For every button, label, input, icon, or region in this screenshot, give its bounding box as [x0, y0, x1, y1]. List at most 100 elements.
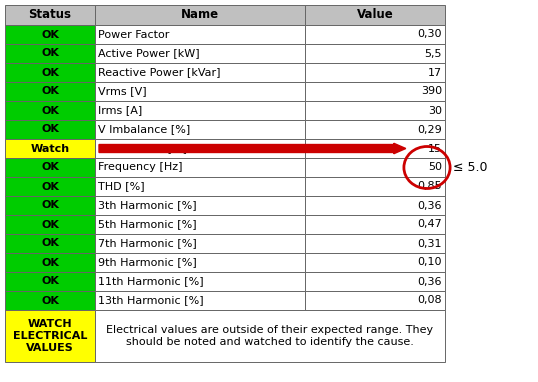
Text: Electrical values are outside of their expected range. They
should be noted and : Electrical values are outside of their e…: [107, 325, 434, 347]
Bar: [5, 158, 95, 177]
Bar: [305, 291, 445, 310]
Text: 11th Harmonic [%]: 11th Harmonic [%]: [98, 277, 203, 286]
Text: 0,30: 0,30: [417, 29, 442, 39]
Text: ≤ 5.0: ≤ 5.0: [453, 161, 487, 174]
Text: OK: OK: [41, 296, 59, 306]
Bar: [5, 139, 95, 158]
Text: OK: OK: [41, 181, 59, 191]
Bar: [95, 63, 305, 82]
Bar: [95, 25, 305, 44]
Bar: [5, 44, 95, 63]
Bar: [95, 310, 445, 362]
Bar: [5, 63, 95, 82]
Bar: [95, 44, 305, 63]
Text: OK: OK: [41, 86, 59, 97]
Bar: [95, 291, 305, 310]
Text: 9th Harmonic [%]: 9th Harmonic [%]: [98, 257, 197, 267]
Bar: [95, 253, 305, 272]
Text: OK: OK: [41, 49, 59, 58]
Bar: [95, 120, 305, 139]
Bar: [305, 177, 445, 196]
Bar: [305, 25, 445, 44]
Text: 0,36: 0,36: [417, 201, 442, 210]
Text: Active Power [kW]: Active Power [kW]: [98, 49, 200, 58]
Bar: [5, 177, 95, 196]
Text: 0,31: 0,31: [417, 238, 442, 249]
Text: 30: 30: [428, 105, 442, 115]
Bar: [95, 82, 305, 101]
Bar: [5, 291, 95, 310]
Text: Watch: Watch: [31, 144, 69, 154]
Bar: [305, 272, 445, 291]
Bar: [305, 5, 445, 25]
Text: 0,36: 0,36: [417, 277, 442, 286]
Text: 50: 50: [428, 162, 442, 173]
Text: OK: OK: [41, 277, 59, 286]
Bar: [5, 5, 95, 25]
Bar: [305, 253, 445, 272]
Text: V Imbalance [%]: V Imbalance [%]: [98, 125, 190, 134]
Bar: [95, 196, 305, 215]
Text: 17: 17: [428, 68, 442, 78]
Bar: [5, 272, 95, 291]
Text: 0,10: 0,10: [417, 257, 442, 267]
Bar: [5, 196, 95, 215]
Bar: [5, 310, 95, 362]
Text: Frequency [Hz]: Frequency [Hz]: [98, 162, 182, 173]
Text: OK: OK: [41, 238, 59, 249]
Text: 0,47: 0,47: [417, 220, 442, 230]
Text: 5th Harmonic [%]: 5th Harmonic [%]: [98, 220, 196, 230]
Bar: [305, 82, 445, 101]
Bar: [305, 101, 445, 120]
Bar: [95, 272, 305, 291]
Bar: [305, 215, 445, 234]
Bar: [305, 158, 445, 177]
Text: Vrms [V]: Vrms [V]: [98, 86, 147, 97]
Text: I Unbalance [%]: I Unbalance [%]: [98, 144, 187, 154]
Bar: [5, 215, 95, 234]
Text: 7th Harmonic [%]: 7th Harmonic [%]: [98, 238, 197, 249]
Text: OK: OK: [41, 68, 59, 78]
Text: 0,85: 0,85: [417, 181, 442, 191]
Text: Power Factor: Power Factor: [98, 29, 169, 39]
Text: Irms [A]: Irms [A]: [98, 105, 142, 115]
Bar: [305, 120, 445, 139]
Text: OK: OK: [41, 220, 59, 230]
Text: OK: OK: [41, 105, 59, 115]
Bar: [305, 196, 445, 215]
Text: 0,29: 0,29: [417, 125, 442, 134]
Text: 390: 390: [421, 86, 442, 97]
Text: OK: OK: [41, 29, 59, 39]
Text: Name: Name: [181, 8, 219, 21]
Bar: [305, 234, 445, 253]
Text: 3th Harmonic [%]: 3th Harmonic [%]: [98, 201, 196, 210]
Bar: [5, 101, 95, 120]
Bar: [305, 44, 445, 63]
Bar: [5, 120, 95, 139]
Bar: [5, 25, 95, 44]
Text: Reactive Power [kVar]: Reactive Power [kVar]: [98, 68, 221, 78]
Text: THD [%]: THD [%]: [98, 181, 145, 191]
Text: 0,08: 0,08: [417, 296, 442, 306]
Bar: [95, 158, 305, 177]
Bar: [95, 177, 305, 196]
Text: OK: OK: [41, 257, 59, 267]
Text: OK: OK: [41, 125, 59, 134]
Bar: [95, 5, 305, 25]
Bar: [5, 234, 95, 253]
Bar: [95, 215, 305, 234]
Bar: [5, 253, 95, 272]
Bar: [5, 82, 95, 101]
Bar: [305, 139, 445, 158]
Bar: [95, 234, 305, 253]
Text: 5,5: 5,5: [424, 49, 442, 58]
Text: Value: Value: [357, 8, 393, 21]
Text: 15: 15: [428, 144, 442, 154]
Bar: [95, 139, 305, 158]
Text: WATCH
ELECTRICAL
VALUES: WATCH ELECTRICAL VALUES: [13, 319, 87, 353]
Text: OK: OK: [41, 162, 59, 173]
Text: OK: OK: [41, 201, 59, 210]
Text: 13th Harmonic [%]: 13th Harmonic [%]: [98, 296, 203, 306]
FancyArrow shape: [99, 143, 406, 154]
Bar: [305, 63, 445, 82]
